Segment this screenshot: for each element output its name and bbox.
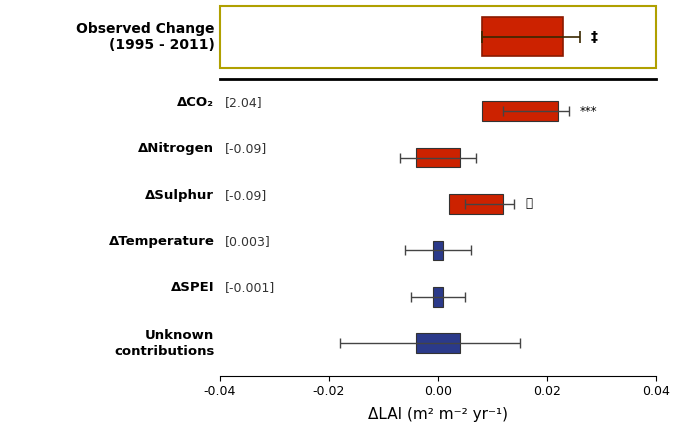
Bar bbox=[433, 287, 443, 307]
Text: ΔSulphur: ΔSulphur bbox=[145, 189, 214, 202]
Text: Observed Change
(1995 - 2011): Observed Change (1995 - 2011) bbox=[76, 22, 214, 52]
Text: Unknown
contributions: Unknown contributions bbox=[114, 329, 214, 358]
Bar bbox=[416, 148, 460, 168]
Text: ΔCO₂: ΔCO₂ bbox=[177, 96, 214, 109]
Bar bbox=[482, 101, 558, 121]
Text: ΔTemperature: ΔTemperature bbox=[109, 235, 214, 248]
X-axis label: ΔLAI (m² m⁻² yr⁻¹): ΔLAI (m² m⁻² yr⁻¹) bbox=[368, 407, 508, 422]
Text: [-0.001]: [-0.001] bbox=[225, 282, 276, 294]
Text: ‡: ‡ bbox=[591, 30, 597, 44]
Text: Ⓡ: Ⓡ bbox=[525, 198, 533, 210]
Bar bbox=[449, 194, 503, 214]
Bar bbox=[482, 17, 563, 57]
Bar bbox=[416, 333, 460, 353]
Text: [-0.09]: [-0.09] bbox=[225, 142, 267, 155]
Text: [2.04]: [2.04] bbox=[225, 96, 263, 109]
Text: ΔSPEI: ΔSPEI bbox=[171, 282, 214, 294]
Text: ΔNitrogen: ΔNitrogen bbox=[138, 142, 214, 155]
Bar bbox=[433, 240, 443, 260]
Text: ***: *** bbox=[580, 105, 597, 118]
Text: [0.003]: [0.003] bbox=[225, 235, 271, 248]
Text: [-0.09]: [-0.09] bbox=[225, 189, 267, 202]
